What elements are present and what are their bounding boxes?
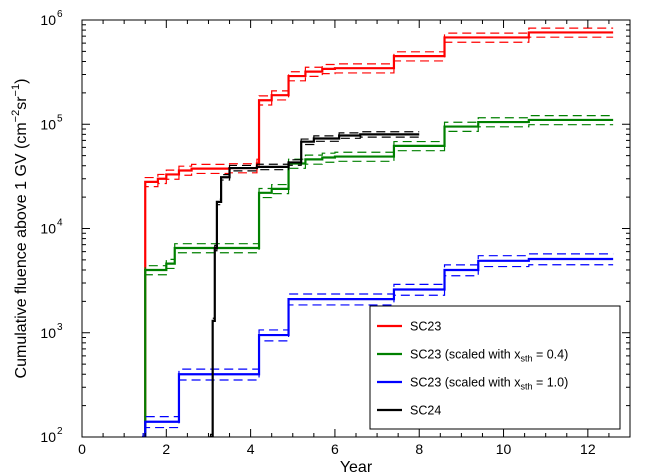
x-tick-label: 10 (496, 441, 512, 457)
y-tick-label: 10 (40, 429, 56, 445)
series-0 (142, 27, 614, 437)
y-tick-label: 10 (40, 116, 56, 132)
y-tick-label: 10 (40, 12, 56, 28)
series-upper-bound (142, 253, 614, 437)
y-axis-title-text: sr (13, 96, 30, 110)
x-tick-label: 6 (331, 441, 339, 457)
y-axis-title-sup: −2 (10, 110, 22, 123)
legend: SC23 SC23 (scaled with xsth = 0.4) SC23 (s… (369, 305, 621, 430)
y-tick-exponent: 5 (57, 113, 63, 124)
y-tick-exponent: 3 (57, 322, 63, 333)
legend-entry: SC23 (scaled with xsth = 0.4) (410, 348, 568, 364)
x-axis-title: Year (340, 459, 373, 475)
legend-entry: SC23 (410, 320, 441, 334)
y-axis-title-text: Cumulative fluence above 1 GV (cm (13, 122, 30, 378)
series-2 (142, 253, 614, 437)
y-axis-title-text: ) (13, 79, 30, 84)
x-tick-label: 4 (247, 441, 255, 457)
y-tick-exponent: 2 (57, 426, 63, 437)
series-line (142, 257, 614, 437)
y-axis-title-sup: −1 (10, 84, 22, 97)
y-tick-label: 10 (40, 221, 56, 237)
y-tick-exponent: 6 (57, 9, 63, 20)
x-axis: 0 2 4 6 8 10 12 (78, 20, 610, 457)
series-layer (142, 27, 614, 437)
series-line (209, 133, 420, 437)
x-tick-label: 2 (162, 441, 170, 457)
y-axis-title: Cumulative fluence above 1 GV (cm−2sr−1) (10, 79, 30, 379)
x-tick-label: 12 (580, 441, 596, 457)
x-tick-label: 0 (78, 441, 86, 457)
series-line (142, 31, 614, 437)
series-3 (209, 131, 420, 437)
legend-entry: SC24 (410, 404, 441, 418)
legend-entry: SC23 (scaled with xsth = 1.0) (410, 376, 568, 392)
y-tick-label: 10 (40, 325, 56, 341)
series-upper-bound (142, 115, 614, 437)
legend-box (369, 305, 621, 430)
x-tick-label: 8 (415, 441, 423, 457)
y-tick-exponent: 4 (57, 218, 63, 229)
